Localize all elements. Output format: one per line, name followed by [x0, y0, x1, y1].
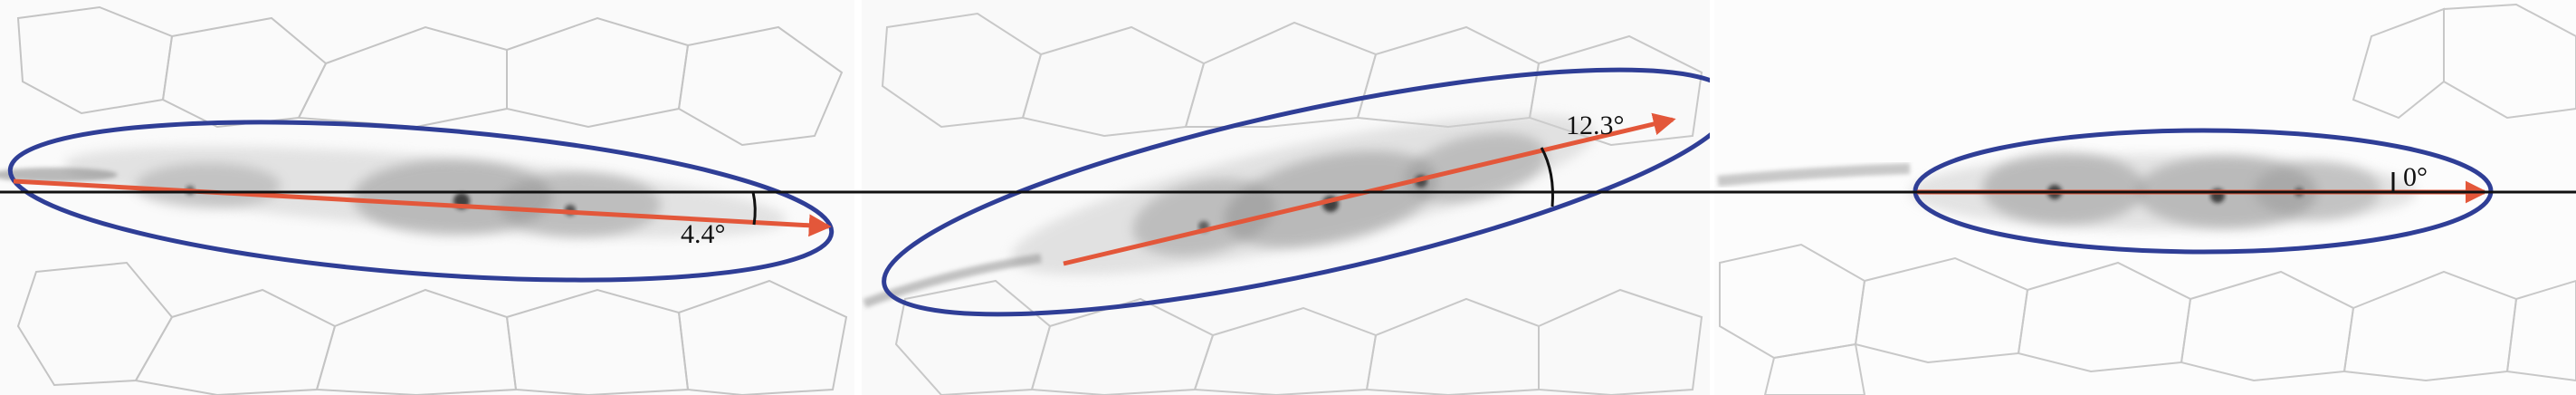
panel-3: 0° — [1714, 0, 2576, 395]
panel-1-angle-arc — [751, 191, 757, 226]
panel-3-epithelial-cells — [1719, 3, 2576, 395]
panel-2-angle-label: 12.3° — [1566, 111, 1625, 140]
panel-2-epithelial-cells — [881, 12, 1703, 395]
panel-2: 12.3° — [862, 0, 1736, 395]
panel-1-epithelial-cells — [16, 5, 848, 395]
panel-1-major-axis-arrow — [13, 178, 832, 237]
panel-2-angle-arc — [1540, 147, 1554, 207]
panel-separator-2 — [1710, 0, 1714, 395]
panel-separator-1 — [854, 0, 862, 395]
panel-3-angle-label: 0° — [2403, 162, 2428, 192]
panel-1: 4.4° — [0, 0, 854, 395]
panel-1-angle-label: 4.4° — [681, 219, 726, 249]
